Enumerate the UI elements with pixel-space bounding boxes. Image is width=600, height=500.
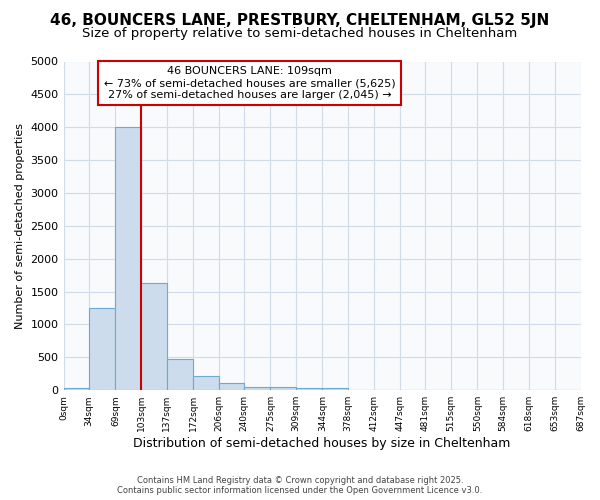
Bar: [141, 283, 167, 390]
Bar: [89, 308, 115, 390]
Bar: [115, 127, 141, 390]
X-axis label: Distribution of semi-detached houses by size in Cheltenham: Distribution of semi-detached houses by …: [133, 437, 511, 450]
Text: Size of property relative to semi-detached houses in Cheltenham: Size of property relative to semi-detach…: [82, 28, 518, 40]
Bar: [322, 388, 348, 390]
Bar: [296, 388, 322, 390]
Bar: [244, 386, 271, 390]
Bar: [167, 360, 193, 390]
Bar: [218, 383, 244, 390]
Bar: [64, 388, 89, 390]
Bar: [271, 387, 296, 390]
Text: 46 BOUNCERS LANE: 109sqm
← 73% of semi-detached houses are smaller (5,625)
27% o: 46 BOUNCERS LANE: 109sqm ← 73% of semi-d…: [104, 66, 395, 100]
Y-axis label: Number of semi-detached properties: Number of semi-detached properties: [15, 123, 25, 329]
Text: Contains HM Land Registry data © Crown copyright and database right 2025.
Contai: Contains HM Land Registry data © Crown c…: [118, 476, 482, 495]
Text: 46, BOUNCERS LANE, PRESTBURY, CHELTENHAM, GL52 5JN: 46, BOUNCERS LANE, PRESTBURY, CHELTENHAM…: [50, 12, 550, 28]
Bar: [193, 376, 218, 390]
